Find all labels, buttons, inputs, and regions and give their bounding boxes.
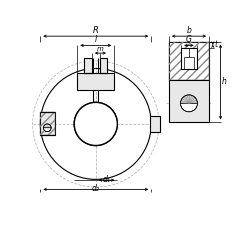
- Text: t: t: [214, 40, 217, 49]
- Circle shape: [74, 102, 117, 146]
- Bar: [84, 58, 92, 73]
- Text: d₁: d₁: [103, 175, 110, 184]
- Text: d₂: d₂: [92, 184, 100, 193]
- Wedge shape: [180, 103, 198, 112]
- Bar: [169, 42, 209, 80]
- Wedge shape: [44, 128, 51, 132]
- Bar: [181, 48, 197, 69]
- Bar: [100, 58, 107, 73]
- Bar: [40, 112, 55, 136]
- Text: l: l: [95, 35, 97, 44]
- Bar: [169, 42, 209, 80]
- Bar: [77, 73, 114, 90]
- Wedge shape: [44, 124, 51, 128]
- Bar: [169, 80, 209, 122]
- Text: G: G: [186, 35, 192, 44]
- Text: h: h: [222, 78, 227, 86]
- Text: R: R: [93, 26, 99, 35]
- Wedge shape: [180, 95, 198, 103]
- Bar: [150, 116, 160, 132]
- Bar: [40, 112, 55, 136]
- Text: m: m: [97, 46, 104, 52]
- Text: b: b: [186, 26, 192, 35]
